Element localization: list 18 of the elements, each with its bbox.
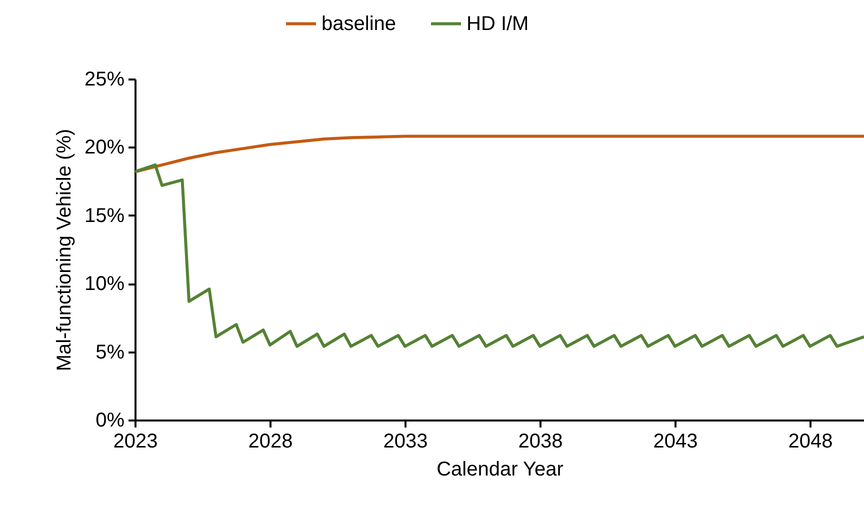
x-tick-label: 2028 [248,430,293,452]
line-series [135,163,864,348]
y-tick-label: 10% [84,273,125,296]
y-tick-label: 0% [96,410,125,432]
legend-label: baseline [322,12,396,35]
y-tick-label: 5% [96,341,125,364]
x-tick-label: 2043 [653,430,698,452]
legend-label: HD I/M [466,12,529,35]
line-series [135,134,864,174]
y-tick-label: 20% [84,136,125,159]
y-tick-label: 25% [84,68,125,90]
x-tick-label: 2023 [113,430,158,452]
x-tick-label: 2033 [383,430,428,452]
x-axis-title: Calendar Year [436,458,564,480]
x-tick-label: 2038 [518,430,563,452]
y-tick-label: 15% [84,204,125,227]
y-axis-title: Mal-functioning Vehicle (%) [53,128,76,372]
x-tick-label: 2048 [788,430,833,452]
